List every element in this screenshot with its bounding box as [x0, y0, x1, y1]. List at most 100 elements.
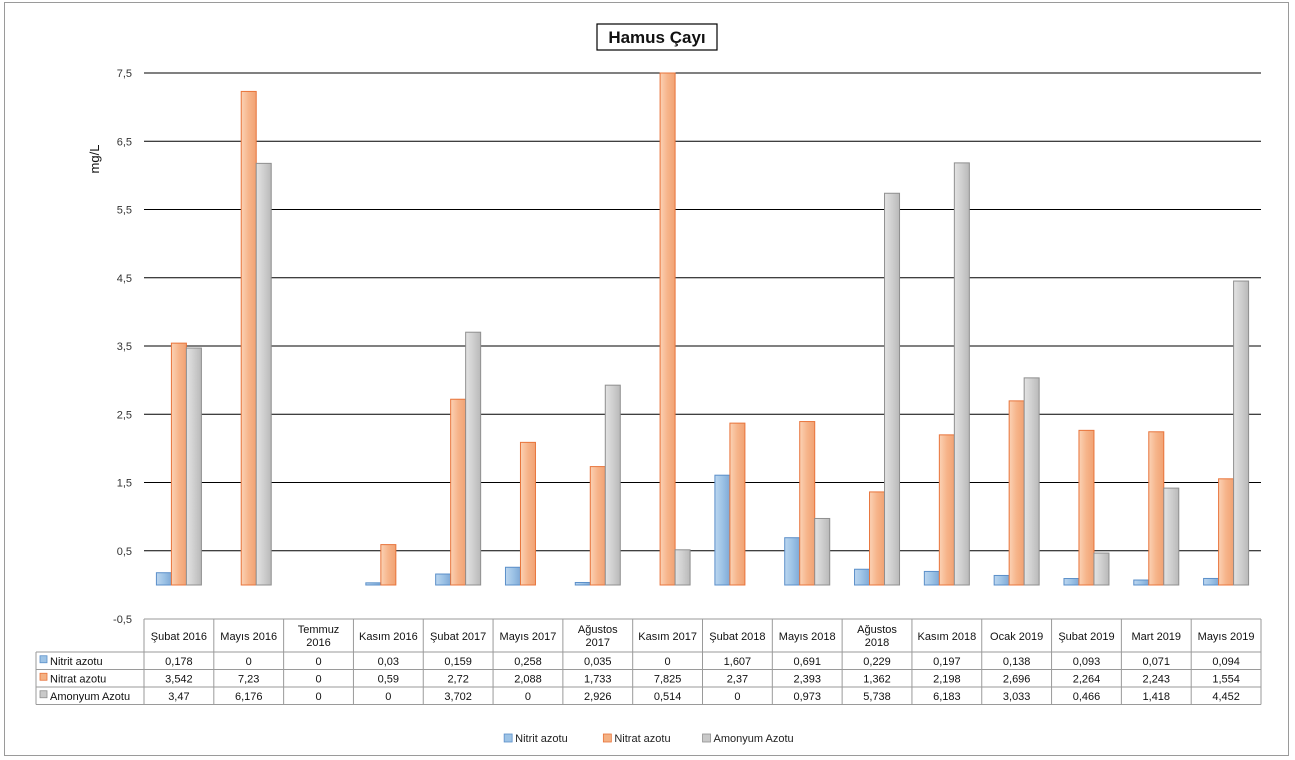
- legend-label: Nitrit azotu: [515, 733, 568, 745]
- y-tick-label: 3,5: [117, 341, 132, 353]
- table-cell: 2,264: [1073, 673, 1101, 685]
- bar: [869, 491, 886, 586]
- bar: [659, 72, 676, 586]
- bar: [1148, 431, 1165, 586]
- category-label: Şubat 2018: [709, 631, 765, 643]
- bar: [504, 566, 521, 586]
- bar: [1093, 552, 1110, 586]
- table-cell: 1,418: [1143, 691, 1171, 703]
- table-cell: 0: [734, 691, 740, 703]
- bar: [450, 398, 467, 586]
- bar: [784, 537, 801, 586]
- table-cell: 3,47: [168, 691, 189, 703]
- chart-frame: [4, 2, 1289, 756]
- table-cell: 2,37: [727, 673, 748, 685]
- bar: [435, 573, 452, 586]
- bar: [799, 421, 816, 586]
- category-label: Şubat 2017: [430, 631, 486, 643]
- bar: [380, 544, 397, 586]
- category-label: Şubat 2016: [151, 631, 207, 643]
- table-legend-key: [39, 655, 48, 664]
- table-cell: 2,088: [514, 673, 542, 685]
- bar: [1218, 478, 1235, 586]
- table-cell: 7,825: [654, 673, 682, 685]
- bar: [185, 347, 202, 586]
- table-cell: 1,362: [863, 673, 891, 685]
- y-tick-label: 2,5: [117, 409, 132, 421]
- category-label: Mart 2019: [1132, 631, 1182, 643]
- y-axis-label: mg/L: [87, 145, 102, 174]
- legend-swatch: [702, 733, 711, 743]
- bar: [519, 441, 536, 586]
- bar: [674, 549, 691, 586]
- bar: [365, 582, 382, 586]
- table-cell: 1,554: [1212, 673, 1240, 685]
- bar: [729, 422, 746, 586]
- bar: [923, 570, 940, 586]
- table-cell: 0: [385, 691, 391, 703]
- table-cell: 0: [525, 691, 531, 703]
- table-cell: 6,183: [933, 691, 961, 703]
- table-cell: 2,696: [1003, 673, 1031, 685]
- y-axis-ticks: 7,5 6,5 5,5 4,5 3,5 2,5 1,5 0,5 -0,5: [113, 68, 132, 626]
- table-cell: 0,138: [1003, 656, 1031, 668]
- table-cell: 0,159: [444, 656, 472, 668]
- table-cell: 2,243: [1143, 673, 1171, 685]
- bar: [1063, 578, 1080, 586]
- y-tick-label: 0,5: [117, 546, 132, 558]
- legend-label: Nitrat azotu: [614, 733, 670, 745]
- table-cell: 2,198: [933, 673, 961, 685]
- table-cell: 2,393: [793, 673, 821, 685]
- table-cell: 0,093: [1073, 656, 1101, 668]
- table-legend-key: [39, 672, 48, 681]
- y-tick-label: 1,5: [117, 478, 132, 490]
- series-row-label: Nitrat azotu: [50, 673, 106, 685]
- category-label: Mayıs 2017: [500, 631, 557, 643]
- category-label: Ocak 2019: [990, 631, 1043, 643]
- chart-title-box: [596, 23, 718, 51]
- table-cell: 0,03: [378, 656, 399, 668]
- table-cell: 0,691: [793, 656, 821, 668]
- table-cell: 7,23: [238, 673, 259, 685]
- table-cell: 1,607: [724, 656, 752, 668]
- table-cell: 0,035: [584, 656, 612, 668]
- series-row-label: Amonyum Azotu: [50, 691, 130, 703]
- series-row-label: Nitrit azotu: [50, 656, 103, 668]
- table-cell: 2,926: [584, 691, 612, 703]
- table-cell: 0,094: [1212, 656, 1240, 668]
- category-label: Kasım 2016: [359, 631, 418, 643]
- category-label: Temmuz 2016: [298, 624, 340, 649]
- bar: [1233, 280, 1250, 586]
- bar: [574, 581, 591, 586]
- bar: [938, 434, 955, 586]
- table-cell: 0,258: [514, 656, 542, 668]
- legend: Nitrit azotu Nitrat azotu Amonyum Azotu: [503, 733, 794, 745]
- gridlines: [144, 72, 1261, 552]
- table-cell: 3,033: [1003, 691, 1031, 703]
- legend-swatch: [503, 733, 513, 743]
- table-cell: 0: [246, 656, 252, 668]
- bar: [1163, 487, 1180, 586]
- table-cell: 0: [665, 656, 671, 668]
- table-legend-key: [39, 690, 48, 699]
- category-label: Ağustos 2018: [857, 624, 897, 649]
- bar: [240, 90, 257, 586]
- table-cell: 0,514: [654, 691, 682, 703]
- bar: [1078, 429, 1095, 586]
- table-cell: 0,59: [378, 673, 399, 685]
- table-cell: 6,176: [235, 691, 263, 703]
- table-cell: 0: [315, 656, 321, 668]
- category-label: Şubat 2019: [1058, 631, 1114, 643]
- bars: [155, 72, 1250, 586]
- chart-title: Hamus Çayı: [608, 28, 705, 47]
- table-cell: 3,542: [165, 673, 193, 685]
- bar: [589, 466, 606, 586]
- bar: [854, 568, 871, 586]
- table-cell: 0,197: [933, 656, 961, 668]
- table-cell: 4,452: [1212, 691, 1240, 703]
- table-cell: 0,178: [165, 656, 193, 668]
- y-tick-label: 6,5: [117, 136, 132, 148]
- category-label: Mayıs 2016: [220, 631, 277, 643]
- table-cell: 0,973: [793, 691, 821, 703]
